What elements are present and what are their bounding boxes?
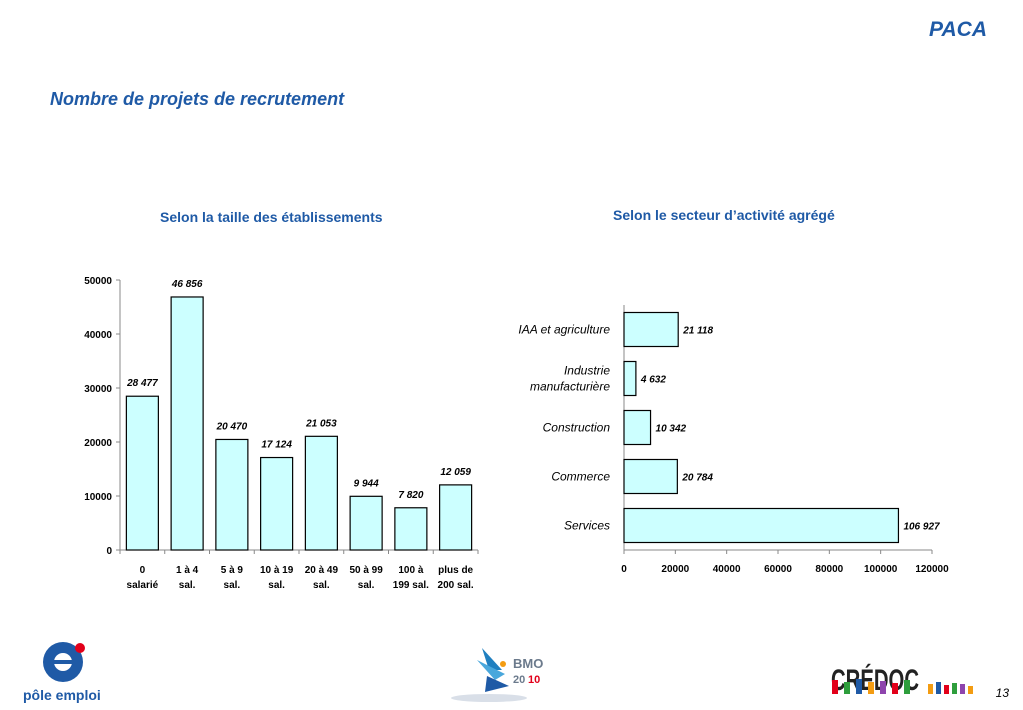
pole-emploi-emblem-icon: pôle emploi — [23, 642, 101, 703]
data-label: 4 632 — [640, 375, 666, 386]
data-label: 10 342 — [656, 424, 687, 435]
data-label: 106 927 — [903, 522, 940, 533]
category-label: IAA et agriculture — [518, 323, 610, 337]
bmo-swirl-icon: BMO 20 10 — [451, 648, 543, 702]
category-label: plus de — [438, 565, 473, 576]
chart-title-size: Selon la taille des établissements — [160, 209, 383, 225]
category-label: sal. — [179, 580, 196, 591]
bar — [623, 311, 679, 348]
data-label: 46 856 — [171, 279, 203, 290]
data-label: 21 053 — [305, 418, 337, 429]
bar — [215, 438, 249, 551]
y-tick-label: 20000 — [84, 438, 112, 449]
data-label: 7 820 — [398, 490, 423, 501]
category-label: Commerce — [551, 470, 610, 484]
bar — [439, 484, 473, 551]
category-label: 200 sal. — [438, 580, 474, 591]
pole-emploi-logo: pôle emploi — [20, 640, 110, 705]
data-label: 9 944 — [354, 478, 379, 489]
category-label: 100 à — [398, 565, 423, 576]
credoc-logo: CRÉDOC — [828, 652, 988, 702]
category-label: 20 à 49 — [305, 565, 339, 576]
category-label: Industrie — [564, 364, 610, 378]
bar — [623, 507, 900, 544]
category-label: 0 — [140, 565, 146, 576]
category-label: 5 à 9 — [221, 565, 244, 576]
pole-emploi-text: pôle emploi — [23, 687, 101, 703]
bar — [304, 435, 338, 551]
bar — [170, 296, 204, 551]
x-tick-label: 100000 — [864, 564, 898, 575]
category-label: sal. — [268, 580, 285, 591]
data-label: 21 118 — [682, 326, 713, 337]
category-label: Construction — [543, 421, 611, 435]
x-tick-label: 60000 — [764, 564, 792, 575]
page-number: 13 — [995, 686, 1009, 700]
data-label: 28 477 — [126, 378, 158, 389]
bar — [623, 360, 637, 397]
category-label: 199 sal. — [393, 580, 429, 591]
y-tick-label: 30000 — [84, 384, 112, 395]
category-label: 1 à 4 — [176, 565, 199, 576]
data-label: 12 059 — [440, 467, 471, 478]
region-label: PACA — [929, 18, 987, 41]
category-label: 10 à 19 — [260, 565, 294, 576]
category-label: sal. — [224, 580, 241, 591]
bmo-year-part2: 10 — [528, 674, 540, 686]
bmo-2010-logo: BMO 20 10 — [447, 640, 562, 705]
x-tick-label: 40000 — [713, 564, 741, 575]
x-tick-label: 120000 — [915, 564, 949, 575]
bar — [394, 507, 428, 551]
category-label: sal. — [313, 580, 330, 591]
chart-establishment-size: 0 10000 20000 30000 40000 50000 28 477 0 salarié… — [84, 276, 479, 591]
category-label: 50 à 99 — [349, 565, 383, 576]
bmo-text: BMO — [513, 656, 543, 671]
y-tick-label: 10000 — [84, 492, 112, 503]
category-label: sal. — [358, 580, 375, 591]
x-tick-label: 80000 — [815, 564, 843, 575]
bar — [623, 458, 678, 495]
y-tick-label: 40000 — [84, 330, 112, 341]
y-tick-label: 0 — [106, 546, 112, 557]
data-label: 20 470 — [216, 421, 248, 432]
x-tick-label: 20000 — [661, 564, 689, 575]
x-tick-label: 0 — [621, 564, 627, 575]
category-label: Services — [564, 519, 610, 533]
bar — [623, 409, 652, 446]
category-label: manufacturière — [530, 380, 610, 394]
bmo-year-part1: 20 — [513, 674, 525, 686]
data-label: 17 124 — [261, 440, 292, 451]
bar — [260, 456, 294, 551]
category-label: salarié — [127, 580, 159, 591]
data-label: 20 784 — [681, 473, 713, 484]
y-tick-label: 50000 — [84, 276, 112, 287]
credoc-figures-icon: CRÉDOC — [831, 663, 973, 697]
page-title: Nombre de projets de recrutement — [50, 89, 345, 109]
bar — [349, 495, 383, 551]
chart-activity-sector: 0 20000 40000 60000 80000 100000 120000 21 118 I… — [518, 305, 949, 575]
bar — [125, 395, 159, 551]
chart-title-sector: Selon le secteur d’activité agrégé — [613, 207, 835, 223]
